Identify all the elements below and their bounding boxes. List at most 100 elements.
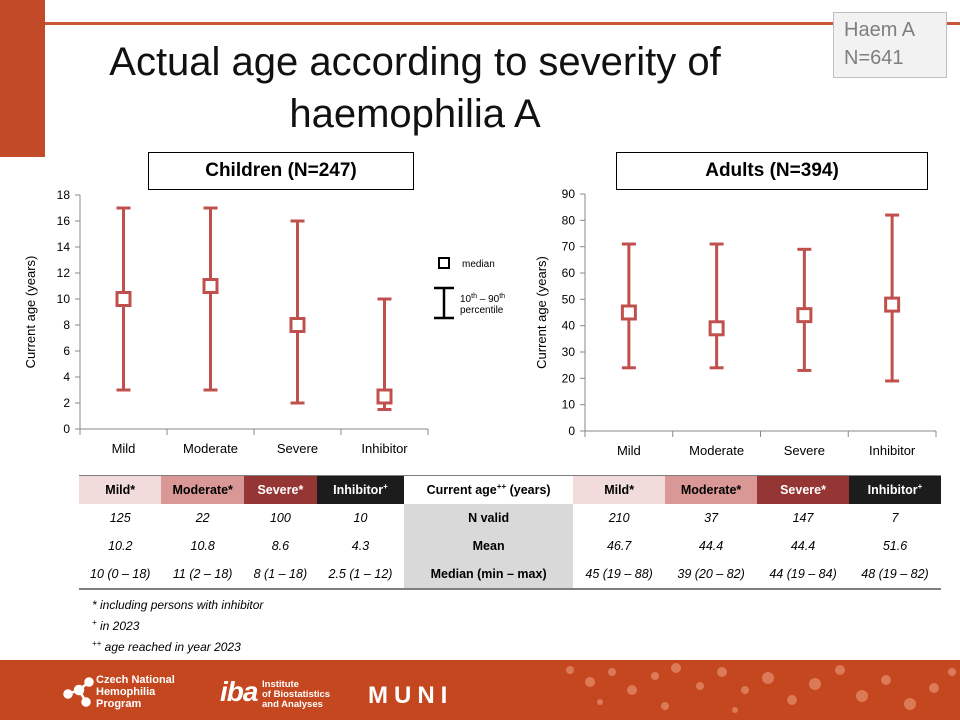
cnhp-line: Hemophilia (96, 686, 156, 698)
table-cell: 37 (704, 511, 719, 525)
median-point (796, 307, 813, 324)
legend-median: median (462, 259, 495, 270)
table-row: 10.2 10.8 8.6 4.3 Mean 46.7 44.4 44.4 51… (79, 532, 941, 560)
y-tick-label: 10 (57, 292, 71, 306)
y-tick-label: 70 (562, 240, 576, 254)
x-tick-label: Inhibitor (361, 441, 408, 456)
table-cell: 10.8 (190, 539, 215, 553)
x-tick-label: Severe (277, 441, 318, 456)
y-tick-label: 16 (57, 214, 71, 228)
header-mild-adults: Mild* (573, 476, 666, 504)
y-tick-label: 80 (562, 213, 576, 227)
cnhp-line: Program (96, 698, 142, 710)
iba-logo-text: Institute of Biostatistics and Analyses (262, 680, 330, 710)
table-bottom-rule (79, 588, 941, 590)
footnote: + in 2023 (92, 618, 140, 633)
y-tick-label: 90 (562, 187, 576, 201)
row-label: Mean (404, 532, 574, 560)
legend-range-line2: percentile (460, 305, 504, 316)
y-tick-label: 6 (63, 344, 70, 358)
table-cell: 11 (2 – 18) (172, 567, 233, 581)
table-header-row: Mild* Moderate* Severe* Inhibitor+ Curre… (79, 476, 941, 504)
table-cell: 45 (19 – 88) (585, 567, 653, 581)
table-cell: 125 (109, 511, 131, 525)
table-cell: 8 (1 – 18) (253, 567, 308, 581)
median-point (202, 278, 219, 294)
footnote: ++ age reached in year 2023 (92, 639, 241, 654)
badge-line-1: Haem A (844, 19, 916, 41)
table-cell: 46.7 (606, 539, 632, 553)
table-cell: 210 (608, 511, 630, 525)
median-marker-icon (438, 257, 450, 269)
header-moderate-children: Moderate* (161, 476, 244, 504)
iba-line: and Analyses (262, 699, 323, 710)
y-tick-label: 0 (63, 422, 70, 436)
iba-line: Institute (262, 679, 299, 690)
header-severe-adults: Severe* (757, 476, 850, 504)
table-cell: 10.2 (108, 539, 133, 553)
x-tick-label: Moderate (183, 441, 238, 456)
legend-range-line1: 10th – 90th (460, 293, 505, 305)
y-tick-label: 4 (63, 370, 70, 384)
table-cell: 44.4 (698, 539, 724, 553)
table-cell: 100 (269, 511, 291, 525)
median-point (884, 296, 901, 313)
table-cell: 4.3 (351, 539, 370, 553)
table-cell: 51.6 (882, 539, 908, 553)
header-moderate-adults: Moderate* (665, 476, 758, 504)
table-cell: 2.5 (1 – 12) (328, 567, 393, 581)
row-label: Median (min – max) (404, 560, 574, 588)
cnhp-line: Czech National (96, 674, 175, 686)
cnhp-logo-text: Czech National Hemophilia Program (96, 674, 175, 710)
median-point (620, 304, 637, 321)
page-title: Actual age according to severity of haem… (109, 40, 721, 136)
median-point (708, 320, 725, 337)
muni-logo: MUNI (368, 682, 454, 709)
y-tick-label: 18 (57, 188, 71, 202)
table-cell: 8.6 (271, 539, 290, 553)
y-tick-label: 30 (562, 345, 576, 359)
x-tick-label: Severe (784, 443, 825, 458)
adults-chart-title: Adults (N=394) (616, 152, 928, 190)
y-tick-label: 40 (562, 319, 576, 333)
table-cell: 10 (0 – 18) (90, 567, 151, 581)
children-chart-title: Children (N=247) (148, 152, 414, 190)
y-axis-label: Current age (years) (534, 256, 549, 369)
footer-decoration (566, 663, 956, 713)
sample-badge: Haem A N=641 (833, 12, 947, 78)
y-tick-label: 14 (57, 240, 71, 254)
table-cell: 44 (19 – 84) (769, 567, 837, 581)
network-logo-icon (63, 677, 94, 707)
iba-line: of Biostatistics (262, 689, 331, 700)
table-cell: 39 (20 – 82) (677, 567, 745, 581)
y-tick-label: 60 (562, 266, 576, 280)
badge-line-2: N=641 (844, 47, 904, 69)
table-row: 10 (0 – 18) 11 (2 – 18) 8 (1 – 18) 2.5 (… (79, 560, 941, 588)
table-cell: 44.4 (790, 539, 816, 553)
header-inhibitor-children: Inhibitor+ (316, 476, 405, 504)
footer-bar (0, 660, 960, 720)
y-axis-label: Current age (years) (23, 256, 38, 369)
chart-legend: median 10th – 90th percentile (434, 257, 505, 320)
summary-table: Mild* Moderate* Severe* Inhibitor+ Curre… (79, 476, 941, 588)
table-cell: 147 (792, 511, 814, 525)
y-tick-label: 20 (562, 371, 576, 385)
iba-logo-mark: iba (220, 676, 258, 707)
x-tick-label: Inhibitor (869, 443, 916, 458)
y-tick-label: 12 (57, 266, 71, 280)
y-tick-label: 0 (568, 424, 575, 438)
table-cell: 48 (19 – 82) (861, 567, 929, 581)
table-row: 125 22 100 10 N valid 210 37 147 7 (79, 504, 941, 532)
footnote: * including persons with inhibitor (92, 598, 264, 612)
row-label: N valid (404, 504, 574, 532)
table-cell: 10 (353, 511, 368, 525)
y-tick-label: 10 (562, 398, 576, 412)
table-cell: 22 (195, 511, 210, 525)
table-cell: 7 (891, 511, 899, 525)
title-rule (45, 22, 960, 25)
x-tick-label: Mild (112, 441, 136, 456)
adults-chart: 0 10 20 30 40 50 60 70 80 90 Mild Moderate Severe Inh… (534, 187, 937, 458)
header-label: Current age++ (years) (404, 476, 574, 504)
y-tick-label: 50 (562, 292, 576, 306)
y-tick-label: 8 (63, 318, 70, 332)
